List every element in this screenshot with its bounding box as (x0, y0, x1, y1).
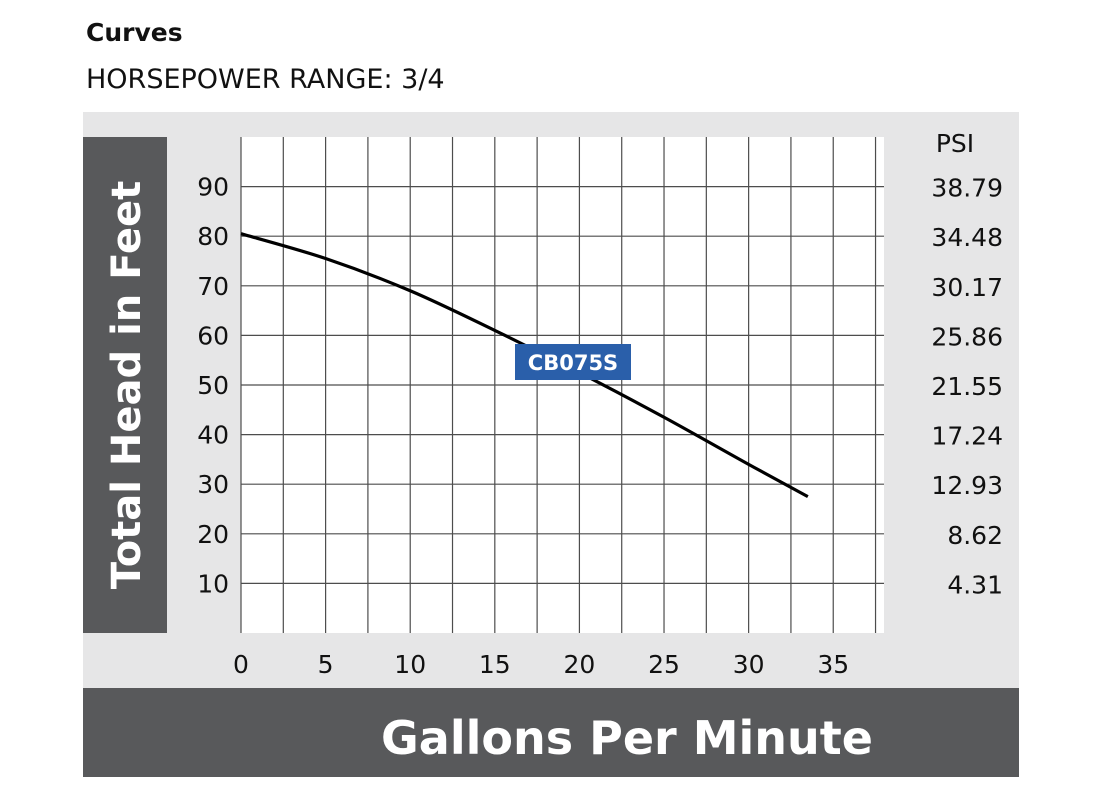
x-axis-title: Gallons Per Minute (381, 711, 873, 765)
x-tick-label: 15 (479, 650, 511, 679)
psi-tick-label: 21.55 (931, 372, 1003, 401)
y-axis-title: Total Head in Feet (104, 181, 150, 590)
psi-tick-label: 8.62 (947, 521, 1003, 550)
psi-tick-label: 25.86 (931, 322, 1003, 351)
grid-lines (240, 137, 884, 633)
series-label-badge: CB075S (515, 344, 631, 380)
psi-axis: PSI 38.79 34.48 30.17 25.86 21.55 17.24 12.93 8.… (931, 129, 1003, 599)
psi-tick-label: 34.48 (931, 223, 1003, 252)
psi-tick-label: 12.93 (931, 471, 1003, 500)
y-tick-label: 90 (197, 173, 229, 202)
y-tick-label: 30 (197, 470, 229, 499)
y-axis-title-panel (83, 137, 167, 633)
psi-tick-label: 4.31 (947, 570, 1003, 599)
psi-tick-label: 17.24 (931, 422, 1003, 451)
y-tick-label: 10 (197, 569, 229, 598)
y-tick-labels: 10 20 30 40 50 60 70 80 90 (197, 173, 229, 599)
series-label-background (515, 344, 631, 380)
psi-tick-label: 30.17 (931, 273, 1003, 302)
chart-subheading: HORSEPOWER RANGE: 3/4 (86, 64, 445, 95)
y-tick-label: 70 (197, 272, 229, 301)
psi-axis-title: PSI (936, 129, 974, 158)
x-tick-labels: 0 5 10 15 20 25 30 35 (233, 650, 849, 679)
x-tick-label: 0 (233, 650, 249, 679)
x-tick-label: 30 (733, 650, 765, 679)
x-tick-label: 25 (648, 650, 680, 679)
chart-heading: Curves (86, 18, 183, 47)
series-label-text: CB075S (528, 351, 618, 375)
x-tick-label: 20 (564, 650, 596, 679)
y-tick-label: 40 (197, 421, 229, 450)
y-tick-label: 20 (197, 520, 229, 549)
x-tick-label: 5 (318, 650, 334, 679)
x-tick-label: 10 (394, 650, 426, 679)
y-tick-label: 50 (197, 371, 229, 400)
x-axis-title-panel (83, 688, 1019, 777)
psi-tick-label: 38.79 (931, 174, 1003, 203)
x-tick-label: 35 (817, 650, 849, 679)
y-tick-label: 80 (197, 222, 229, 251)
y-tick-label: 60 (197, 321, 229, 350)
